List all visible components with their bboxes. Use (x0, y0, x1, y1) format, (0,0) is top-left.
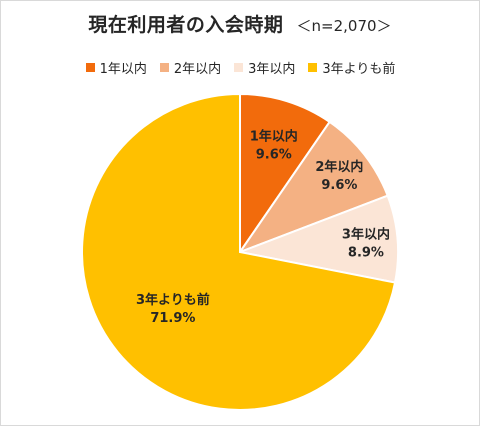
slice-value-4: 71.9% (150, 311, 195, 326)
slice-category-4: 3年よりも前 (136, 292, 210, 308)
legend: 1年以内 2年以内 3年以内 3年よりも前 (0, 58, 480, 77)
legend-item-4: 3年よりも前 (307, 58, 395, 77)
pie-slice-2 (237, 120, 389, 255)
legend-label-2: 2年以内 (173, 62, 222, 77)
slice-label-4: 3年よりも前 71.9% (136, 292, 210, 326)
legend-swatch-4 (307, 62, 319, 73)
pie-slice-4 (81, 92, 397, 411)
legend-item-1: 1年以内 (84, 58, 147, 77)
slice-category-2: 2年以内 (315, 159, 363, 175)
legend-swatch-3 (233, 62, 245, 73)
legend-label-3: 3年以内 (248, 62, 296, 77)
legend-label-1: 1年以内 (99, 62, 147, 77)
slice-value-1: 9.6% (256, 147, 292, 162)
slice-value-3: 8.9% (348, 245, 384, 260)
slice-category-3: 3年以内 (342, 226, 390, 242)
chart-subtitle: ＜n=2,070＞ (296, 17, 392, 35)
legend-item-3: 3年以内 (233, 58, 295, 77)
slice-label-1: 1年以内 9.6% (250, 128, 298, 162)
chart-title: 現在利用者の入会時期 (88, 14, 284, 36)
slice-value-2: 9.6% (321, 178, 357, 193)
legend-swatch-2 (158, 62, 170, 73)
title-row: 現在利用者の入会時期 ＜n=2,070＞ (0, 10, 480, 37)
legend-swatch-1 (84, 62, 96, 73)
pie-slice-3 (236, 194, 399, 284)
pie-slice-1 (239, 92, 332, 256)
pie-labels: 1年以内 9.6% 2年以内 9.6% 3年以内 8.9% 3年よりも前 71.9% (136, 128, 390, 326)
slice-category-1: 1年以内 (250, 128, 298, 144)
slice-label-2: 2年以内 9.6% (315, 159, 363, 193)
pie-slices (81, 92, 399, 411)
legend-label-4: 3年よりも前 (322, 62, 396, 77)
slice-label-3: 3年以内 8.9% (342, 226, 390, 260)
legend-item-2: 2年以内 (158, 58, 222, 77)
